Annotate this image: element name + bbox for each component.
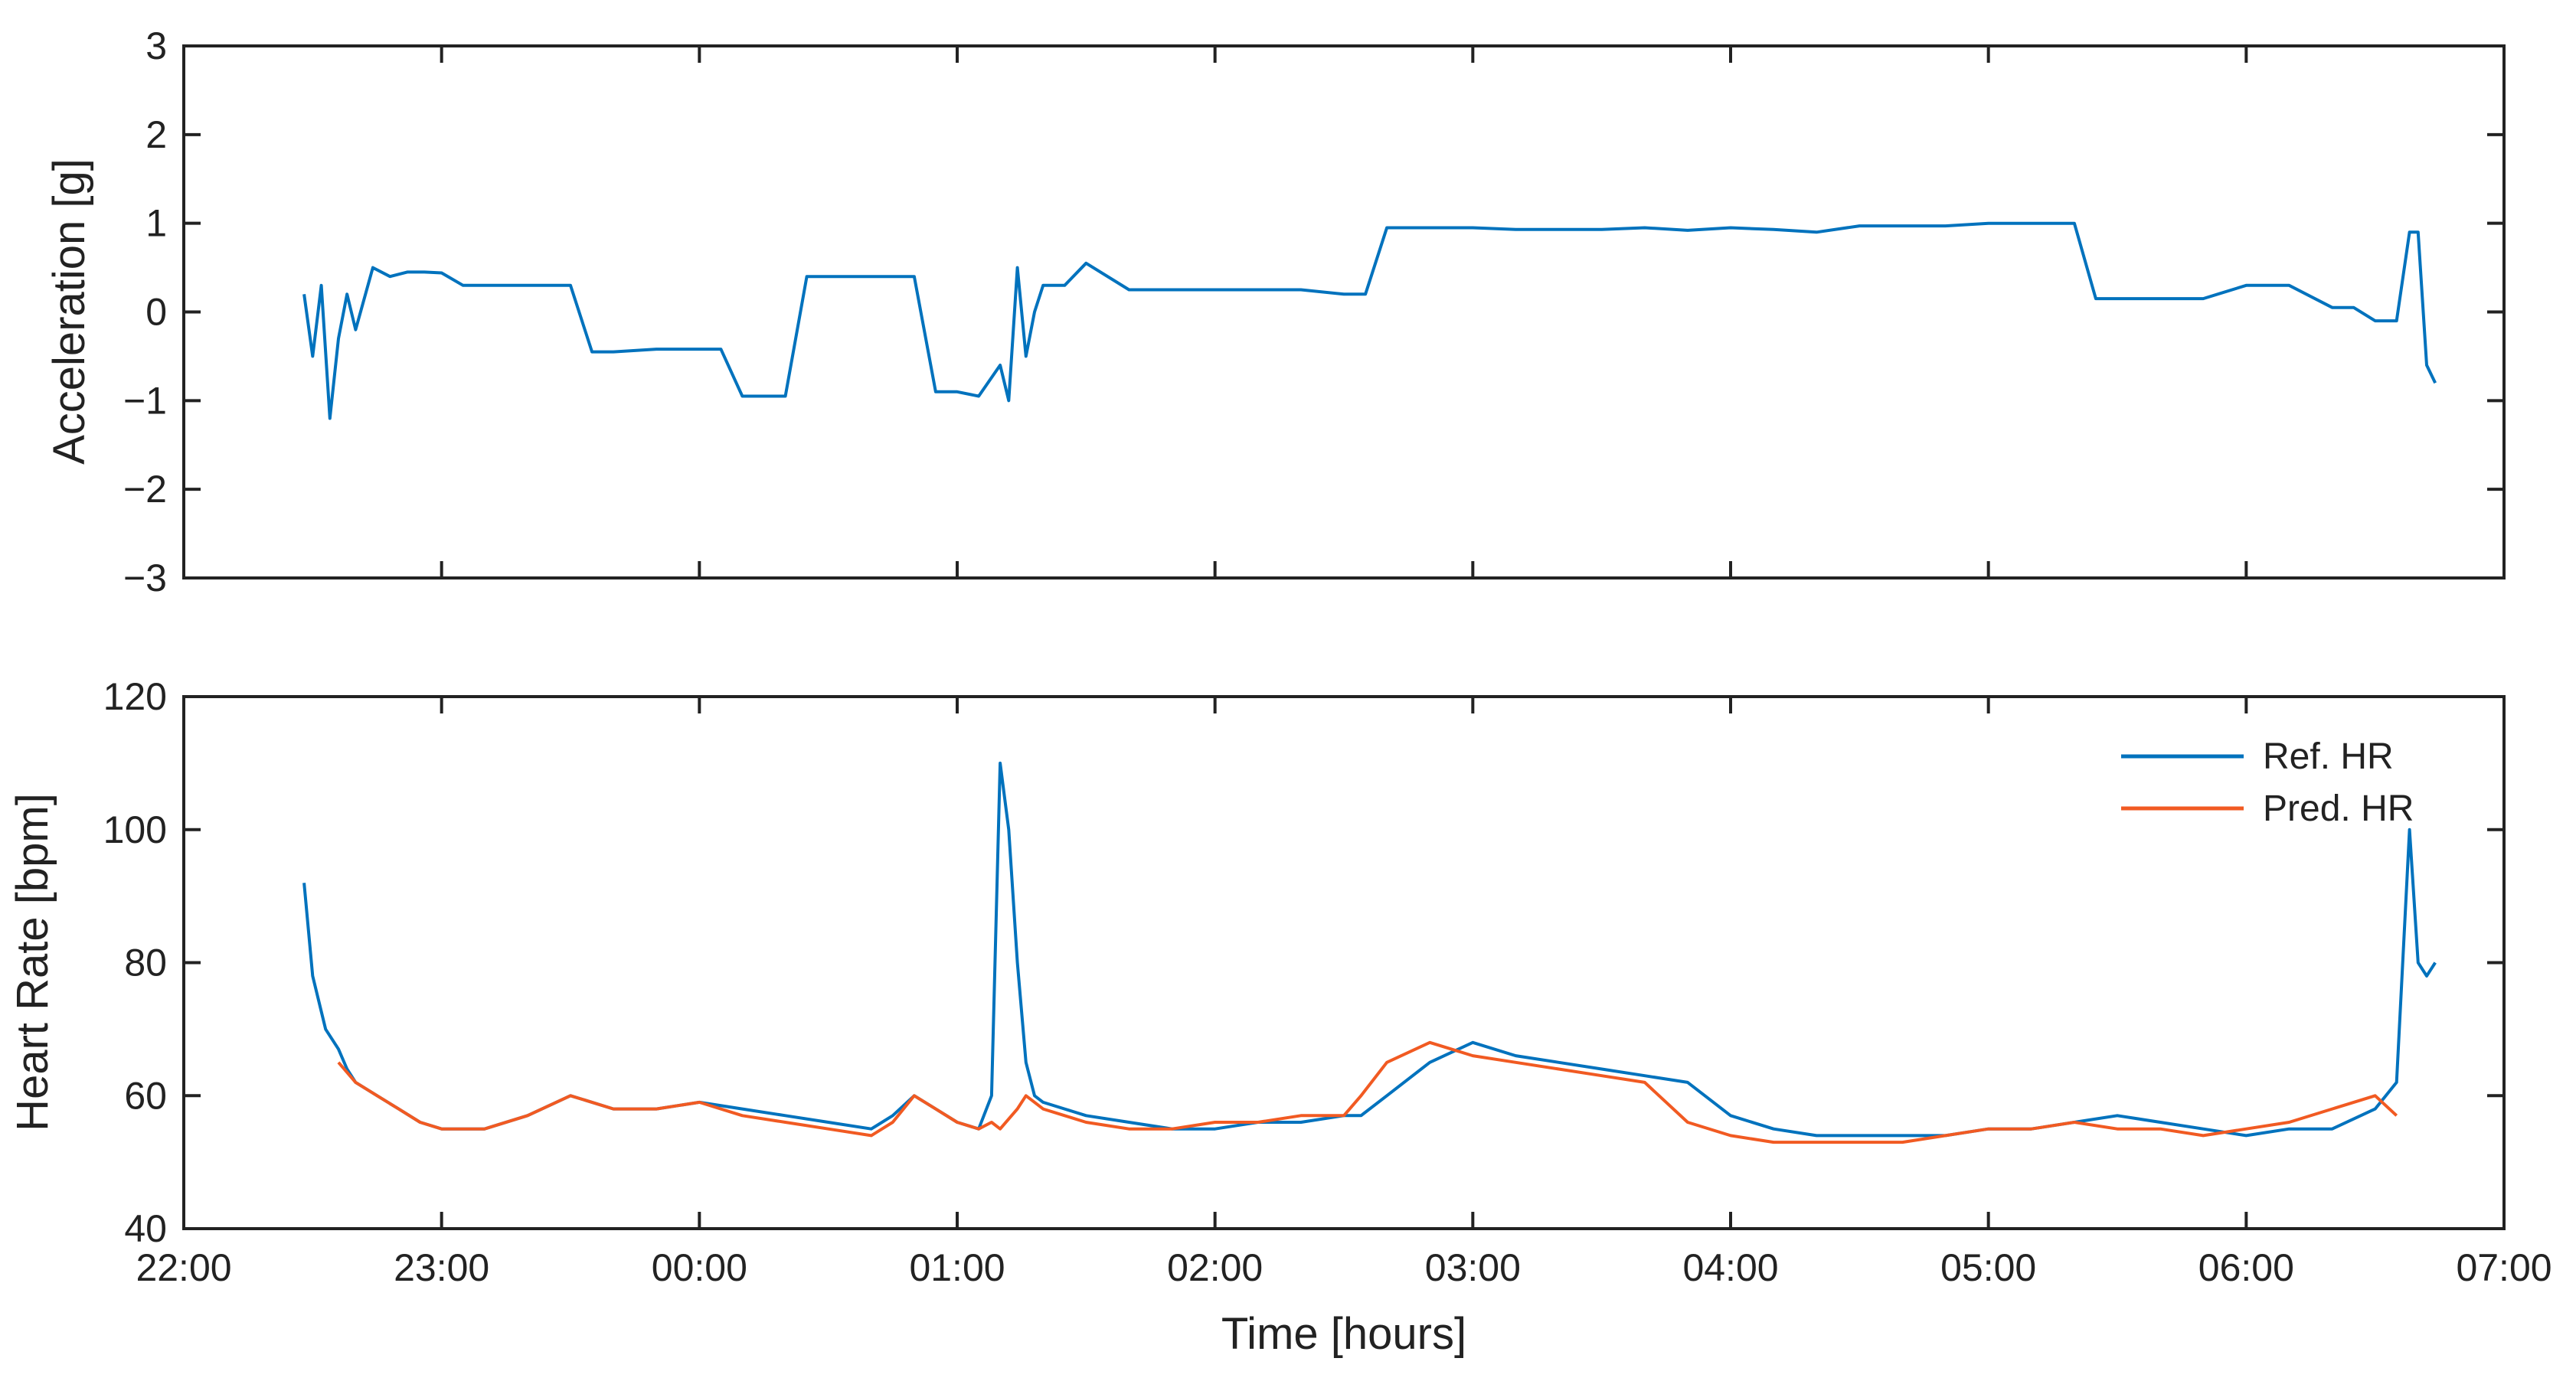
acceleration-y-tick-label: 1 <box>145 202 167 245</box>
heart-rate-y-ticks: 120 100 80 60 40 <box>103 675 2504 1250</box>
acceleration-y-ticks: 3 2 1 0 −1 −2 −3 <box>123 24 2504 599</box>
acceleration-y-tick-label: 0 <box>145 291 167 334</box>
heart-rate-series <box>302 761 2437 1144</box>
heart-rate-plot-frame <box>182 695 2506 1230</box>
heart-rate-x-ticks: 22:00 23:00 00:00 01:00 02:00 03:00 04:00 05:00… <box>136 697 2552 1289</box>
acceleration-y-tick-label: −1 <box>123 379 167 422</box>
acceleration-series <box>302 221 2437 420</box>
x-tick-label: 07:00 <box>2456 1246 2551 1289</box>
series-line-pred-hr <box>337 1040 2398 1144</box>
legend-label-ref-hr: Ref. HR <box>2263 736 2394 777</box>
acceleration-y-tick-label: −3 <box>123 557 167 599</box>
acceleration-y-tick-label: 3 <box>145 24 167 67</box>
series-line-ref-hr <box>302 761 2437 1138</box>
acceleration-y-tick-label: −2 <box>123 468 167 511</box>
x-tick-label: 00:00 <box>652 1246 747 1289</box>
heart-rate-panel: 120 100 80 60 40 22:00 23:00 00:00 01:00 02:00 03… <box>8 675 2552 1359</box>
heart-rate-y-tick-label: 40 <box>124 1207 167 1250</box>
x-tick-label: 01:00 <box>909 1246 1005 1289</box>
x-tick-label: 22:00 <box>136 1246 231 1289</box>
series-line-acceleration <box>302 221 2437 420</box>
x-tick-label: 23:00 <box>394 1246 489 1289</box>
legend-label-pred-hr: Pred. HR <box>2263 788 2414 829</box>
acceleration-y-tick-label: 2 <box>145 113 167 156</box>
acceleration-plot-frame <box>182 44 2506 579</box>
heart-rate-y-tick-label: 120 <box>103 675 167 718</box>
x-axis-label: Time [hours] <box>1221 1309 1466 1359</box>
x-tick-label: 06:00 <box>2198 1246 2294 1289</box>
acceleration-y-axis-label: Acceleration [g] <box>44 158 94 465</box>
heart-rate-y-tick-label: 80 <box>124 942 167 984</box>
acceleration-x-ticks <box>182 46 2506 578</box>
heart-rate-y-tick-label: 100 <box>103 808 167 851</box>
heart-rate-y-axis-label: Heart Rate [bpm] <box>8 793 57 1131</box>
legend: Ref. HR Pred. HR <box>2121 736 2414 829</box>
x-tick-label: 05:00 <box>1940 1246 2036 1289</box>
acceleration-panel: 3 2 1 0 −1 −2 −3 Acceleration [g] <box>44 24 2506 599</box>
x-tick-label: 02:00 <box>1167 1246 1263 1289</box>
x-tick-label: 04:00 <box>1682 1246 1778 1289</box>
heart-rate-y-tick-label: 60 <box>124 1074 167 1117</box>
x-tick-label: 03:00 <box>1425 1246 1521 1289</box>
